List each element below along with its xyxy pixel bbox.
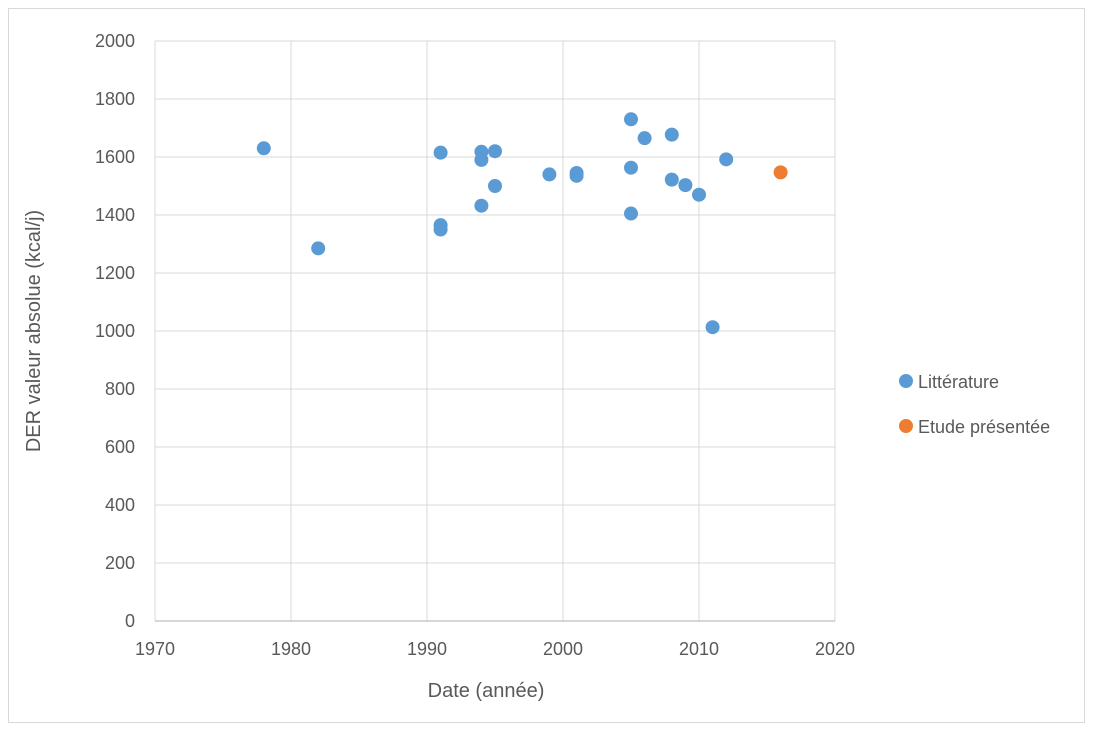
x-tick-label: 2000 xyxy=(543,639,583,659)
point-litterature xyxy=(719,152,734,167)
x-tick-label: 2020 xyxy=(815,639,855,659)
legend-label: Littérature xyxy=(918,372,999,392)
tick-labels: 0 200 400 600 800 1000 1200 1400 1600 1800 2000 197… xyxy=(95,31,855,659)
y-tick-label: 600 xyxy=(105,437,135,457)
y-tick-label: 1600 xyxy=(95,147,135,167)
point-litterature xyxy=(488,144,502,159)
point-litterature xyxy=(678,178,693,193)
y-axis-title: DER valeur absolue (kcal/j) xyxy=(23,210,45,452)
point-litterature xyxy=(311,241,326,256)
point-litterature xyxy=(692,187,706,202)
point-litterature xyxy=(664,127,679,142)
y-tick-label: 1200 xyxy=(95,263,135,283)
point-litterature xyxy=(474,152,489,167)
y-tick-label: 0 xyxy=(125,611,135,631)
point-litterature xyxy=(542,167,557,182)
x-tick-label: 1970 xyxy=(135,639,175,659)
legend: Littérature Etude présentée xyxy=(899,372,1050,437)
legend-marker xyxy=(899,419,913,433)
point-litterature xyxy=(433,222,448,237)
legend-marker xyxy=(899,374,913,388)
point-litterature xyxy=(488,179,502,193)
data-points xyxy=(256,112,788,335)
point-litterature xyxy=(569,168,584,183)
point-litterature xyxy=(624,112,638,127)
point-litterature xyxy=(637,131,652,146)
point-litterature xyxy=(624,206,638,221)
point-etude-presentee xyxy=(773,165,788,180)
legend-label: Etude présentée xyxy=(918,417,1050,437)
point-litterature xyxy=(705,320,720,335)
point-litterature xyxy=(256,141,271,156)
x-axis-title: Date (année) xyxy=(428,680,545,702)
x-tick-label: 1990 xyxy=(407,639,447,659)
y-tick-label: 2000 xyxy=(95,31,135,51)
y-tick-label: 1000 xyxy=(95,321,135,341)
x-tick-label: 1980 xyxy=(271,639,311,659)
point-litterature xyxy=(664,172,679,187)
point-litterature xyxy=(433,145,448,160)
y-tick-label: 1800 xyxy=(95,89,135,109)
y-tick-label: 400 xyxy=(105,495,135,515)
point-litterature xyxy=(474,198,489,213)
chart-border xyxy=(8,8,1085,723)
y-tick-label: 1400 xyxy=(95,205,135,225)
y-tick-label: 800 xyxy=(105,379,135,399)
x-tick-label: 2010 xyxy=(679,639,719,659)
gridlines xyxy=(154,40,836,621)
point-litterature xyxy=(624,160,638,175)
y-tick-label: 200 xyxy=(105,553,135,573)
